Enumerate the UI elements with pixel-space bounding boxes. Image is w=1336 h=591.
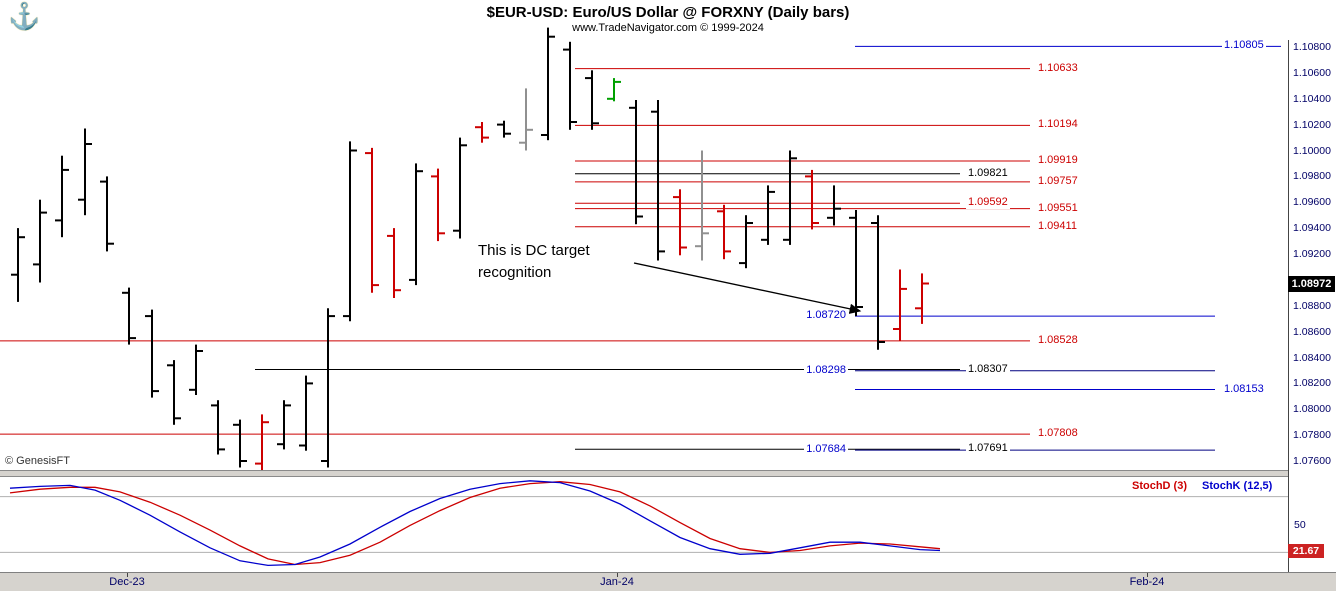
ohlc-bar[interactable] (145, 309, 159, 398)
annotation-arrow (633, 262, 862, 314)
ohlc-bar[interactable] (761, 185, 775, 245)
date-axis-label: Feb-24 (1129, 576, 1165, 588)
stoch-value-box: 21.67 (1288, 543, 1324, 558)
date-axis-label: Jan-24 (600, 576, 634, 588)
ohlc-bar[interactable] (167, 360, 181, 425)
ohlc-bar[interactable] (122, 287, 136, 345)
date-tick (1147, 573, 1148, 577)
ohlc-bar[interactable] (497, 120, 511, 138)
last-price-box: 1.08972 (1288, 275, 1335, 292)
ohlc-bar[interactable] (695, 150, 709, 261)
ohlc-bar[interactable] (299, 375, 313, 451)
stoch-gridlines (0, 496, 1288, 553)
price-axis-column[interactable] (1289, 40, 1336, 572)
stochk-legend-label[interactable]: StochK (12,5) (1202, 480, 1273, 492)
ohlc-bar[interactable] (409, 163, 423, 286)
ohlc-bar[interactable] (277, 400, 291, 450)
ohlc-bar[interactable] (827, 185, 841, 226)
anchor-logo-icon: ⚓ (8, 1, 41, 31)
ohlc-bar[interactable] (11, 228, 25, 302)
ohlc-bar[interactable] (189, 344, 203, 395)
stochd-legend-label[interactable]: StochD (3) (1132, 480, 1187, 492)
text-annotation[interactable]: This is DC target recognition (478, 240, 590, 284)
ohlc-bar[interactable] (673, 189, 687, 256)
annotation-line-2: recognition (478, 264, 552, 281)
ohlc-bar[interactable] (915, 273, 929, 324)
stochk-line (9, 480, 941, 567)
ohlc-bar[interactable] (431, 168, 445, 242)
ohlc-bar[interactable] (78, 128, 92, 216)
genesisft-watermark: © GenesisFT (5, 455, 70, 467)
date-axis[interactable]: Dec-23 Jan-24 Feb-24 (0, 572, 1336, 591)
chart-title: $EUR-USD: Euro/US Dollar @ FORXNY (Daily… (486, 4, 850, 21)
date-tick (127, 573, 128, 577)
ohlc-bar[interactable] (893, 269, 907, 341)
stoch-axis-label: 50 (1294, 518, 1306, 531)
ohlc-bar[interactable] (475, 122, 489, 143)
ohlc-bar[interactable] (453, 137, 467, 239)
panel-divider[interactable] (0, 470, 1336, 477)
ohlc-bar[interactable] (321, 308, 335, 468)
ohlc-bar[interactable] (55, 155, 69, 238)
ohlc-bar[interactable] (563, 41, 577, 130)
ohlc-bar[interactable] (233, 419, 247, 468)
ohlc-bar[interactable] (871, 215, 885, 350)
date-tick (617, 573, 618, 577)
annotation-line-1: This is DC target (478, 242, 590, 259)
stochastic-lines (9, 480, 941, 567)
annotation-arrow-line (633, 262, 862, 314)
ohlc-bar[interactable] (585, 70, 599, 130)
ohlc-bar[interactable] (783, 150, 797, 245)
ohlc-bar[interactable] (651, 100, 665, 261)
ohlc-bar[interactable] (629, 100, 643, 225)
ohlc-bar[interactable] (255, 414, 269, 471)
price-axis-separator[interactable] (1288, 40, 1289, 572)
ohlc-bar[interactable] (805, 169, 819, 230)
stochd-line (9, 481, 941, 566)
date-axis-label: Dec-23 (109, 576, 145, 588)
ohlc-bar[interactable] (365, 147, 379, 293)
ohlc-bar[interactable] (739, 215, 753, 269)
ohlc-bar[interactable] (343, 141, 357, 322)
ohlc-bar[interactable] (849, 210, 863, 317)
ohlc-bars[interactable] (11, 27, 929, 471)
ohlc-bar[interactable] (100, 176, 114, 252)
copyright-subtitle: www.TradeNavigator.com © 1999-2024 (572, 22, 764, 34)
ohlc-bar[interactable] (607, 78, 621, 102)
ohlc-bar[interactable] (519, 88, 533, 151)
ohlc-bar[interactable] (541, 27, 555, 141)
ohlc-bar[interactable] (211, 400, 225, 455)
ohlc-bar[interactable] (33, 199, 47, 283)
ohlc-bar[interactable] (387, 228, 401, 298)
ohlc-bar[interactable] (717, 204, 731, 260)
